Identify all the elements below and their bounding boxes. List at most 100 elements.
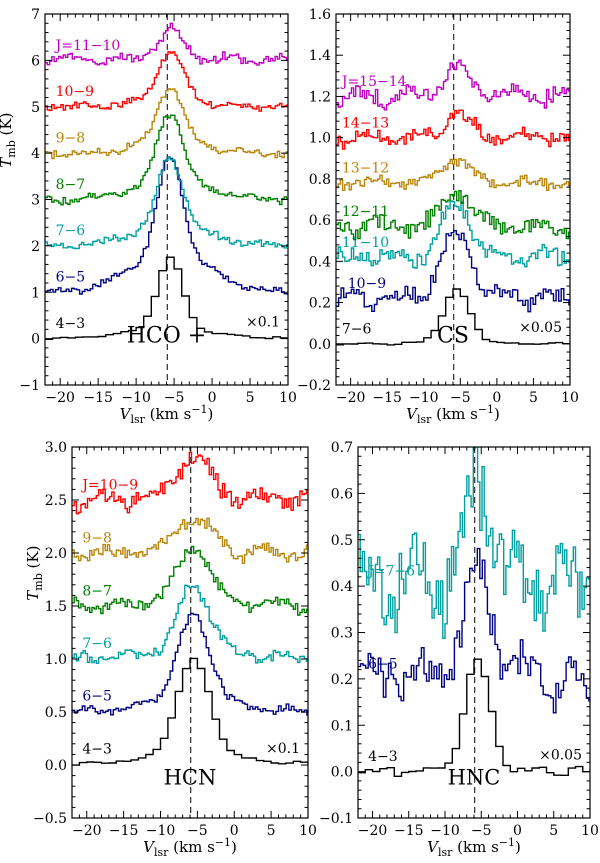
y-tick-label: 7 <box>31 7 40 23</box>
x-axis-label-sub: lsr <box>438 846 453 859</box>
y-axis-label-main: T <box>24 590 42 601</box>
y-axis-label-sub: mb <box>32 573 45 590</box>
x-axis-label-unit: (km s <box>145 405 191 423</box>
spectrum-line-8−7 <box>45 114 288 206</box>
x-tick-label: 10 <box>581 823 599 839</box>
x-axis-label-main: V <box>120 405 133 423</box>
x-axis-label-close: ) <box>494 405 500 423</box>
y-tick-label: 0.5 <box>331 533 353 549</box>
y-tick-label: −0.2 <box>297 378 331 394</box>
spectrum-line-J=7−6 <box>358 447 590 639</box>
transition-label-6−5: 6−5 <box>82 689 112 705</box>
spectrum-line-4−3 <box>45 256 288 340</box>
y-tick-label: 3.0 <box>45 440 67 456</box>
scale-note: ×0.1 <box>266 741 300 757</box>
spectrum-line-13−12 <box>336 158 570 191</box>
x-axis-label-main: V <box>143 838 156 856</box>
spectrum-line-J=15−14 <box>336 59 570 111</box>
transition-label-J=7−6: J=7−6 <box>366 564 415 580</box>
transition-label-4−3: 4−3 <box>368 749 398 765</box>
y-tick-label: 0.7 <box>331 440 353 456</box>
x-tick-label: 10 <box>561 390 579 406</box>
x-axis-label-sup: −1 <box>215 836 231 849</box>
scale-note: ×0.05 <box>519 320 562 336</box>
x-tick-label: 0 <box>230 823 239 839</box>
y-tick-label: 0.0 <box>309 337 331 353</box>
x-tick-label: 5 <box>267 823 276 839</box>
y-tick-label: 0.2 <box>309 296 331 312</box>
y-tick-label: 0 <box>31 332 40 348</box>
spectrum-line-7−6 <box>72 584 308 664</box>
spectrum-line-14−13 <box>336 109 570 150</box>
y-tick-label: 6 <box>31 53 40 69</box>
molecule-title: CS <box>437 323 469 348</box>
spectrum-line-J=10−9 <box>72 451 308 515</box>
y-tick-label: 1.0 <box>309 131 331 147</box>
y-tick-label: 0.6 <box>331 486 353 502</box>
spectrum-line-10−9 <box>45 51 288 112</box>
x-axis-label-sub: lsr <box>130 413 145 426</box>
spectrum-line-6−5 <box>358 547 590 714</box>
x-axis-label-sup: −1 <box>478 403 494 416</box>
x-axis-label-sub: lsr <box>154 846 169 859</box>
y-tick-label: 0.0 <box>331 765 353 781</box>
y-tick-label: 0.4 <box>331 579 353 595</box>
molecule-title: HCO + <box>127 323 206 348</box>
y-axis-label: Tmb (K) <box>24 546 45 601</box>
x-tick-label: 5 <box>529 390 538 406</box>
y-tick-label: 1.6 <box>309 7 331 23</box>
x-tick-label: −15 <box>109 823 139 839</box>
y-tick-label: −0.1 <box>319 811 353 827</box>
y-tick-label: 4 <box>31 146 40 162</box>
y-tick-label: 0.6 <box>309 213 331 229</box>
y-tick-label: 0.0 <box>45 758 67 774</box>
x-axis-label: Vlsr (km s−1) <box>143 836 237 859</box>
transition-label-10−9: 10−9 <box>56 84 94 100</box>
transition-label-13−12: 13−12 <box>342 161 389 177</box>
x-axis-label-close: ) <box>515 838 521 856</box>
transition-label-10−9: 10−9 <box>348 276 386 292</box>
y-axis-label-unit: (K) <box>24 546 42 574</box>
x-axis-label-main: V <box>427 838 440 856</box>
x-tick-label: 0 <box>208 390 217 406</box>
y-axis-label: Tmb (K) <box>0 113 18 168</box>
transition-label-8−7: 8−7 <box>56 177 86 193</box>
x-tick-label: −5 <box>164 390 185 406</box>
panel-bottom-left: 4−3 6−5 7−6 8−7 9−8 J=10−9 −20 −15 −10 −5 0 5 10 −0.5… <box>24 440 317 859</box>
y-tick-label: 1.5 <box>45 599 67 615</box>
spectrum-line-12−11 <box>336 190 570 241</box>
transition-label-8−7: 8−7 <box>82 583 112 599</box>
y-tick-label: 5 <box>31 100 40 116</box>
x-tick-label: −10 <box>146 823 176 839</box>
transition-label-4−3: 4−3 <box>56 316 86 332</box>
transition-label-J=11−10: J=11−10 <box>54 38 121 54</box>
x-axis-label-unit: (km s <box>431 405 477 423</box>
x-tick-label: −5 <box>471 823 492 839</box>
x-tick-label: −20 <box>336 390 366 406</box>
transition-label-14−13: 14−13 <box>342 115 389 131</box>
transition-label-9−8: 9−8 <box>82 530 112 546</box>
y-tick-label: 1.0 <box>45 652 67 668</box>
transition-label-7−6: 7−6 <box>82 636 112 652</box>
y-tick-label: −1 <box>19 378 40 394</box>
panel-bottom-right: 4−3 6−5 J=7−6 −20 −15 −10 −5 0 5 10 −0.1 0.0 0.1 0.2 0… <box>319 440 599 859</box>
y-axis-label-sub: mb <box>5 140 18 157</box>
y-tick-label: 1.2 <box>309 89 331 105</box>
spectrum-line-8−7 <box>72 545 308 616</box>
x-axis-label-sup: −1 <box>499 836 515 849</box>
x-tick-label: −10 <box>121 390 151 406</box>
transition-label-11−10: 11−10 <box>342 235 389 251</box>
x-tick-label: −10 <box>430 823 460 839</box>
y-tick-label: 1.4 <box>309 48 331 64</box>
x-axis-label: Vlsr (km s−1) <box>406 403 500 426</box>
y-axis-label-main: T <box>0 157 15 168</box>
y-axis-label-unit: (K) <box>0 113 15 141</box>
x-tick-label: −15 <box>83 390 113 406</box>
molecule-title: HNC <box>448 766 501 790</box>
spectrum-line-4−3 <box>72 657 308 766</box>
x-tick-label: −20 <box>72 823 102 839</box>
x-tick-label: −10 <box>409 390 439 406</box>
x-axis-label: Vlsr (km s−1) <box>120 403 214 426</box>
transition-label-6−5: 6−5 <box>56 269 86 285</box>
y-tick-label: 2 <box>31 239 40 255</box>
